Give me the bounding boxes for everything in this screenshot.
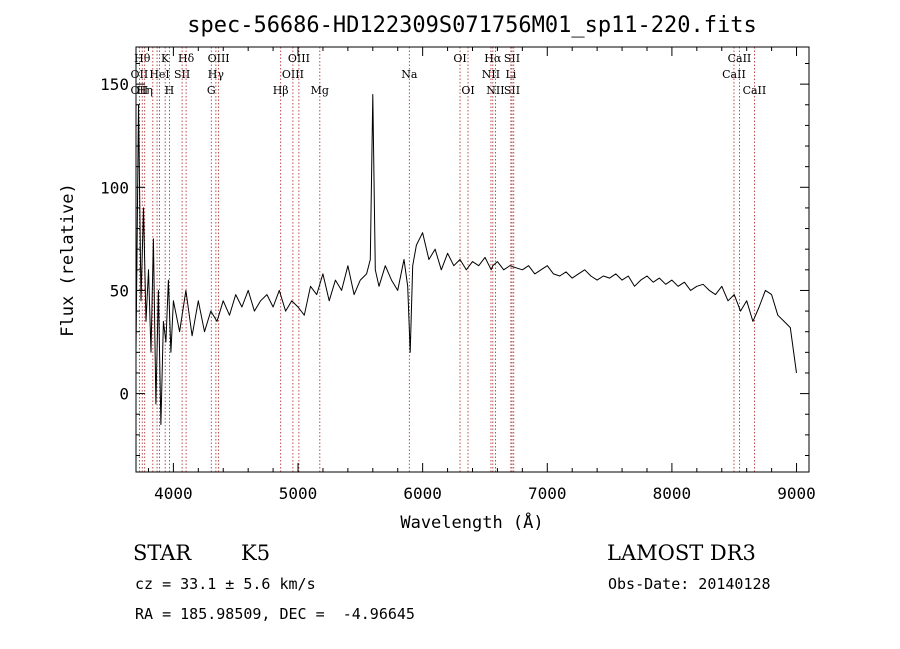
redshift-readout: cz = 33.1 ± 5.6 km/s — [135, 575, 316, 593]
line-label: Hδ — [178, 52, 195, 65]
line-label: K — [161, 52, 170, 65]
y-tick-label: 150 — [100, 75, 129, 94]
line-label: H — [165, 84, 175, 97]
x-tick-label: 4000 — [154, 484, 193, 503]
line-label: NII — [486, 84, 504, 97]
spectral-line-markers: OII OII Hθ Hη HeI K H SII Hδ G Hγ OIII Hβ OIII OIII Mg N… — [131, 47, 767, 472]
line-label: G — [207, 84, 216, 97]
y-axis-label: Flux (relative) — [58, 183, 78, 337]
x-tick-label: 5000 — [279, 484, 318, 503]
y-tick-label: 0 — [119, 385, 129, 404]
line-label: OII — [131, 68, 149, 81]
x-tick-label: 8000 — [653, 484, 692, 503]
survey-name: LAMOST DR3 — [607, 541, 756, 565]
plot-frame — [135, 46, 810, 473]
x-axis-label: Wavelength (Å) — [400, 511, 543, 533]
line-label: Hα — [484, 52, 502, 65]
line-label: Hη — [137, 84, 153, 97]
line-label: OIII — [282, 68, 304, 81]
chart-title: spec-56686-HD122309S071756M01_sp11-220.f… — [187, 13, 757, 38]
coordinates-readout: RA = 185.98509, DEC = -4.96645 — [135, 605, 415, 623]
line-label: OII — [131, 84, 149, 97]
line-label: CaII — [743, 84, 767, 97]
line-label: NII — [482, 68, 500, 81]
line-label: SII — [504, 84, 520, 97]
x-tick-label: 6000 — [403, 484, 442, 503]
object-subclass: K5 — [241, 541, 270, 565]
x-tick-label: 9000 — [777, 484, 816, 503]
line-label: OIII — [288, 52, 310, 65]
line-label: Na — [401, 68, 418, 81]
line-label: Hθ — [134, 52, 151, 65]
spectrum-series — [135, 94, 797, 425]
object-class: STAR — [133, 541, 192, 565]
line-label: OI — [461, 84, 474, 97]
spectrum-line-0 — [135, 94, 797, 425]
line-label: OI — [453, 52, 466, 65]
line-label: SII — [174, 68, 190, 81]
y-tick-label: 50 — [110, 281, 129, 300]
x-tick-label: 7000 — [528, 484, 567, 503]
line-label: Li — [505, 68, 516, 81]
line-label: CaII — [728, 52, 752, 65]
line-label: OIII — [208, 52, 230, 65]
line-label: HeI — [149, 68, 169, 81]
line-label: Hβ — [273, 84, 289, 97]
line-label: Hγ — [208, 68, 225, 81]
observation-date: Obs-Date: 20140128 — [608, 575, 771, 593]
axis-ticks: 4000 5000 6000 7000 8000 9000 0 50 100 150 — [100, 47, 816, 503]
y-tick-label: 100 — [100, 178, 129, 197]
line-label: CaII — [722, 68, 746, 81]
line-label: SII — [504, 52, 520, 65]
line-label: Mg — [311, 84, 329, 97]
